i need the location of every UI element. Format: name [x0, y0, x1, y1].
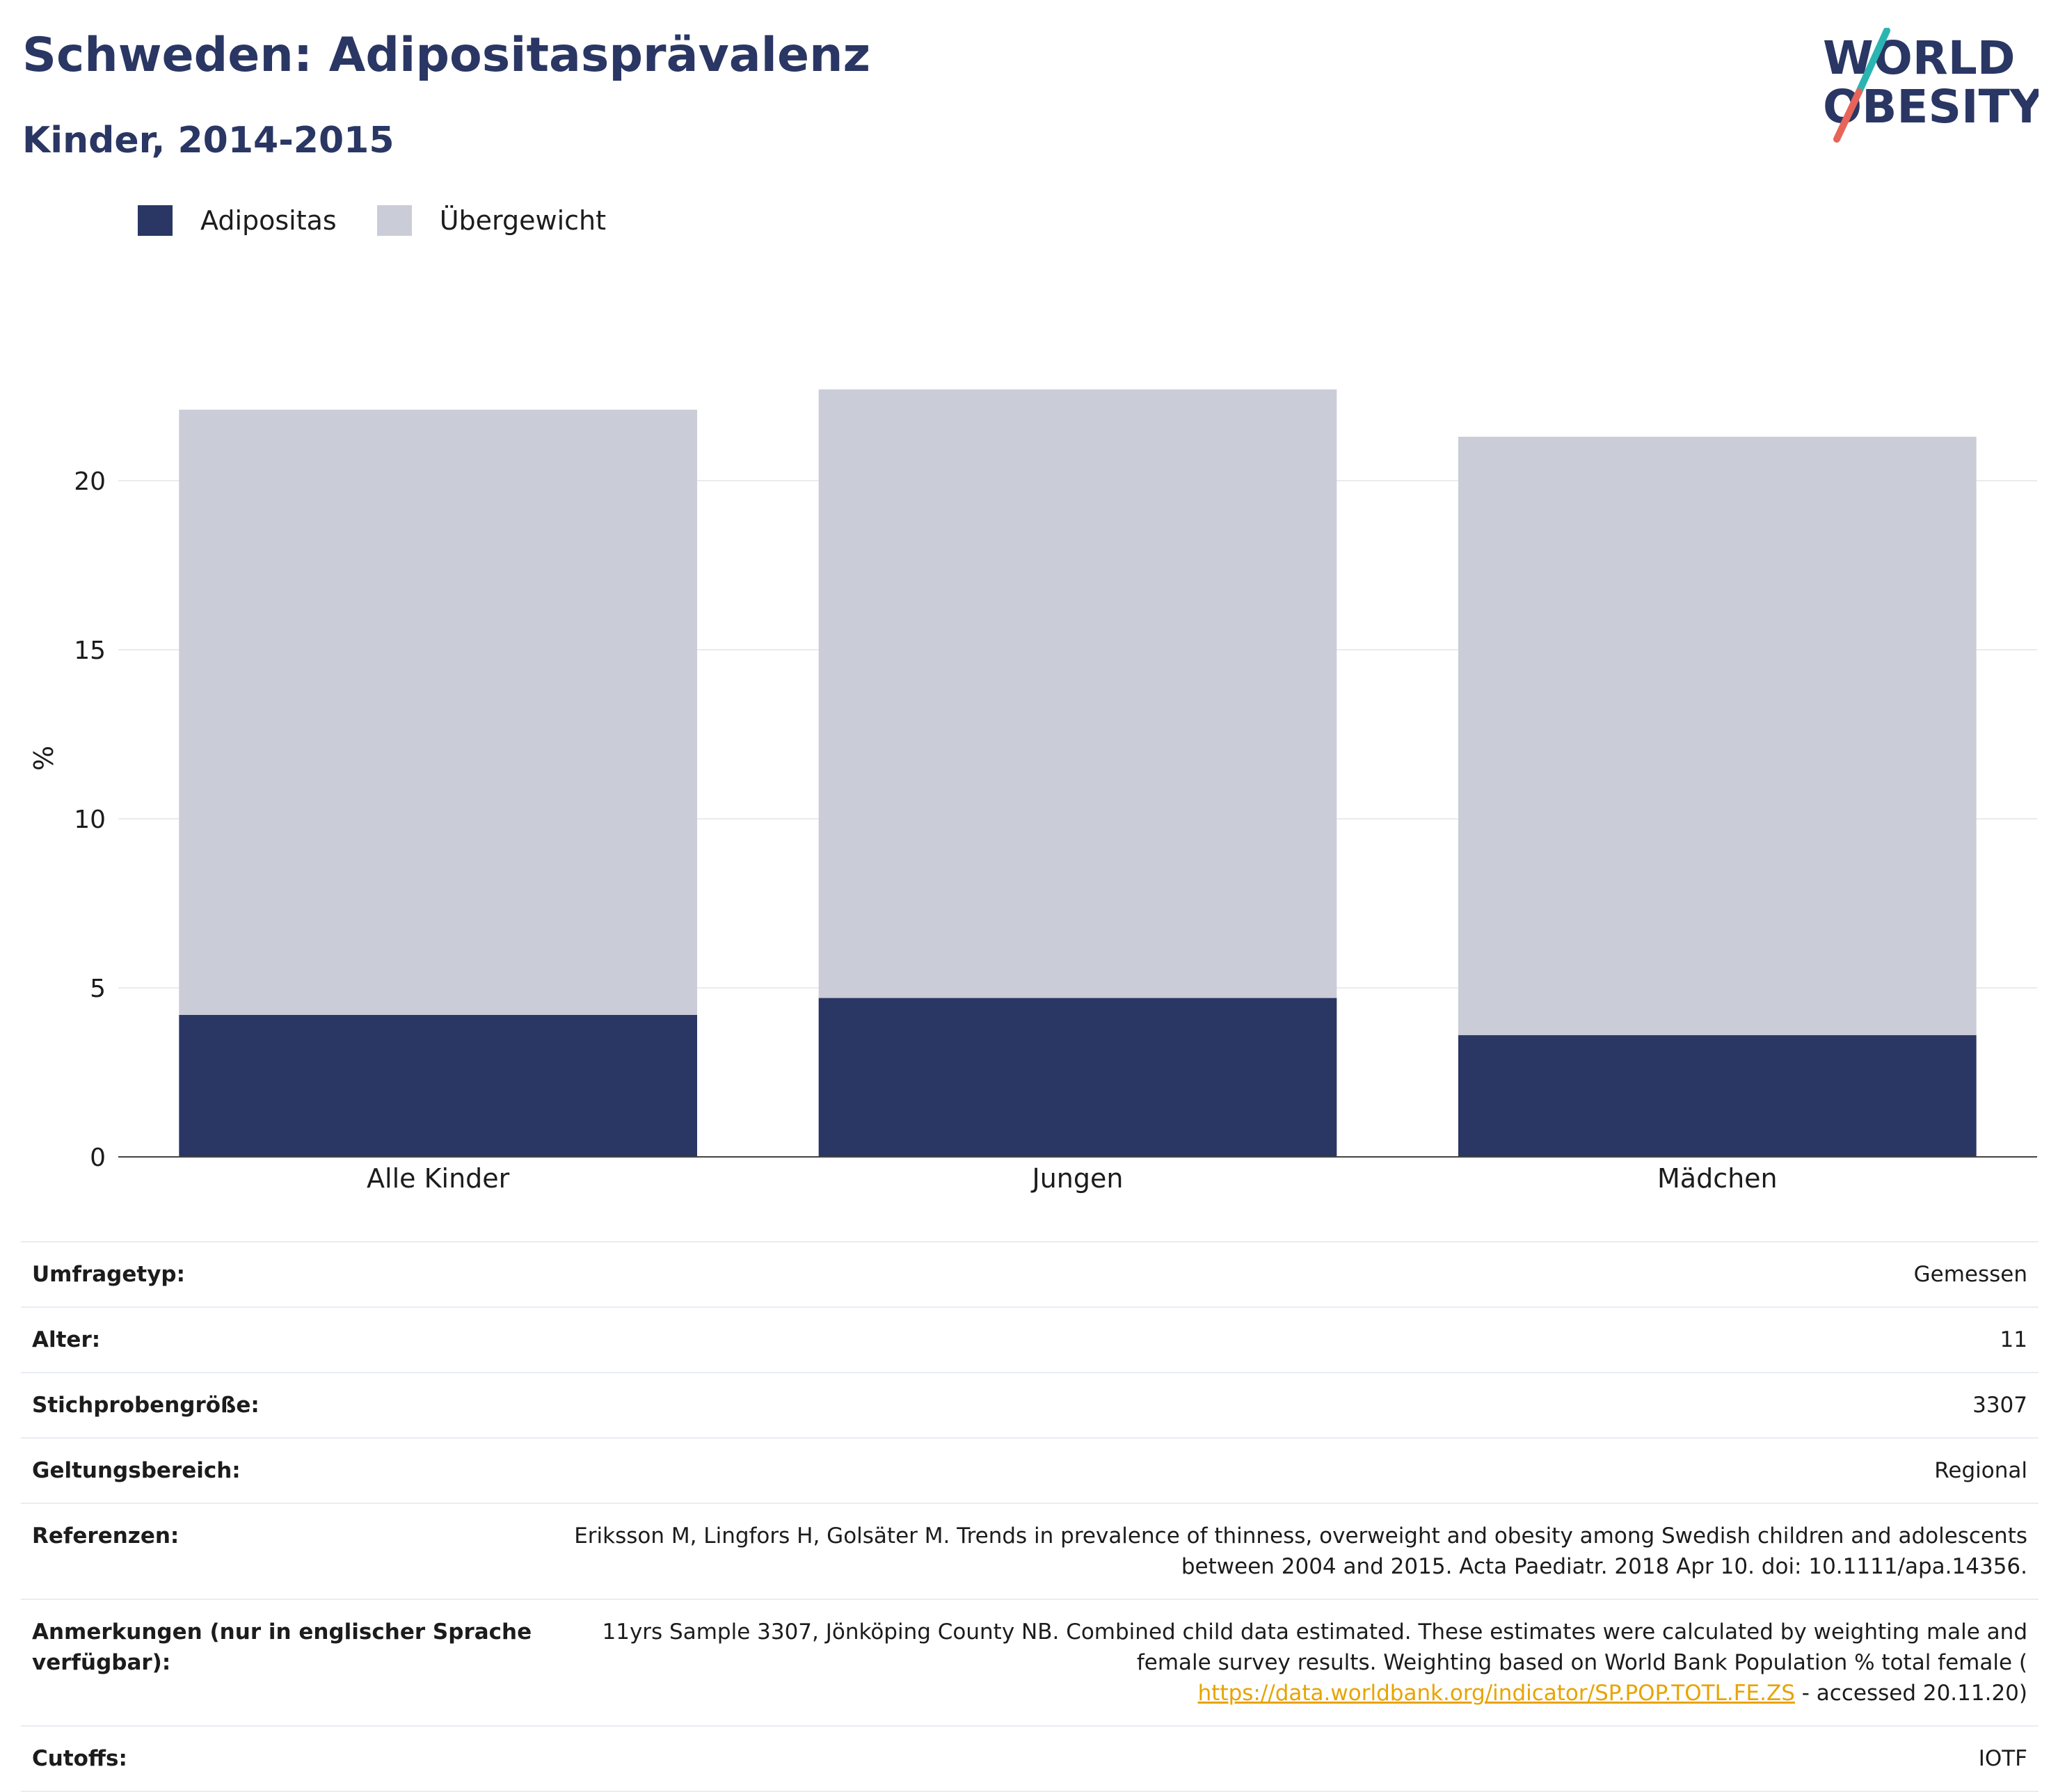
legend-label-uebergewicht: Übergewicht	[439, 205, 606, 236]
legend-label-adipositas: Adipositas	[200, 205, 337, 236]
y-tick-label-20: 20	[74, 467, 106, 496]
y-axis-label: %	[29, 746, 59, 771]
info-value-notes: 11yrs Sample 3307, Jönköping County NB. …	[544, 1599, 2039, 1726]
bar-uebergewicht-1	[818, 389, 1337, 998]
info-value-references: Eriksson M, Lingfors H, Golsäter M. Tren…	[574, 1523, 2027, 1579]
info-row-sample-size: Stichprobengröße: 3307	[21, 1373, 2039, 1438]
info-key-scope: Geltungsbereich:	[32, 1458, 241, 1483]
legend-item-adipositas[interactable]: Adipositas	[138, 205, 337, 236]
notes-text-after: - accessed 20.11.20)	[1794, 1681, 2027, 1706]
y-tick-label-5: 5	[90, 975, 106, 1003]
y-tick-label-15: 15	[74, 637, 106, 665]
info-row-cutoffs: Cutoffs: IOTF	[21, 1726, 2039, 1791]
info-value-sample-size: 3307	[1972, 1393, 2027, 1418]
info-row-references: Referenzen: Eriksson M, Lingfors H, Gols…	[21, 1503, 2039, 1599]
legend-swatch-adipositas	[138, 205, 173, 236]
worldbank-link[interactable]: https://data.worldbank.org/indicator/SP.…	[1197, 1681, 1795, 1706]
legend-swatch-uebergewicht	[376, 205, 412, 236]
y-tick-label-0: 0	[90, 1144, 106, 1172]
info-row-age: Alter: 11	[21, 1307, 2039, 1373]
world-obesity-logo-graphic: WORLD OBESITY	[1823, 27, 2044, 143]
bar-adipositas-1	[818, 998, 1337, 1157]
x-tick-label-0: Alle Kinder	[367, 1163, 510, 1194]
info-table: Umfragetyp: Gemessen Alter: 11 Stichprob…	[21, 1241, 2039, 1792]
info-key-sample-size: Stichprobengröße:	[32, 1393, 260, 1418]
world-obesity-logo[interactable]: WORLD OBESITY	[1809, 27, 2044, 153]
info-key-references: Referenzen:	[32, 1523, 180, 1549]
info-row-scope: Geltungsbereich: Regional	[21, 1438, 2039, 1503]
info-value-cutoffs: IOTF	[1978, 1746, 2027, 1771]
legend-item-uebergewicht[interactable]: Übergewicht	[376, 205, 606, 236]
info-key-cutoffs: Cutoffs:	[32, 1746, 127, 1771]
bar-adipositas-0	[179, 1014, 697, 1157]
info-value-age: 11	[2000, 1327, 2027, 1352]
page-title: Schweden: Adipositasprävalenz	[22, 28, 871, 83]
svg-text:WORLD: WORLD	[1823, 31, 2016, 85]
bar-uebergewicht-2	[1458, 436, 1977, 1036]
page-subtitle: Kinder, 2014-2015	[22, 120, 394, 161]
info-row-notes: Anmerkungen (nur in englischer Sprache v…	[21, 1599, 2039, 1726]
bar-adipositas-2	[1458, 1035, 1977, 1157]
info-key-survey-type: Umfragetyp:	[32, 1262, 185, 1287]
info-key-age: Alter:	[32, 1327, 101, 1352]
bar-uebergewicht-0	[179, 409, 697, 1015]
notes-text: 11yrs Sample 3307, Jönköping County NB. …	[602, 1619, 2028, 1675]
info-key-notes: Anmerkungen (nur in englischer Sprache v…	[32, 1619, 532, 1675]
chart-legend: Adipositas Übergewicht	[138, 205, 646, 236]
stacked-bar-chart: 0 5 10 15 20% Alle Kinder Jungen Mädchen	[29, 389, 2037, 1194]
x-tick-label-2: Mädchen	[1657, 1163, 1778, 1194]
info-value-survey-type: Gemessen	[1913, 1262, 2027, 1287]
x-tick-label-1: Jungen	[1031, 1163, 1124, 1194]
y-tick-label-10: 10	[74, 806, 106, 834]
info-value-scope: Regional	[1934, 1458, 2027, 1483]
info-row-survey-type: Umfragetyp: Gemessen	[21, 1242, 2039, 1307]
